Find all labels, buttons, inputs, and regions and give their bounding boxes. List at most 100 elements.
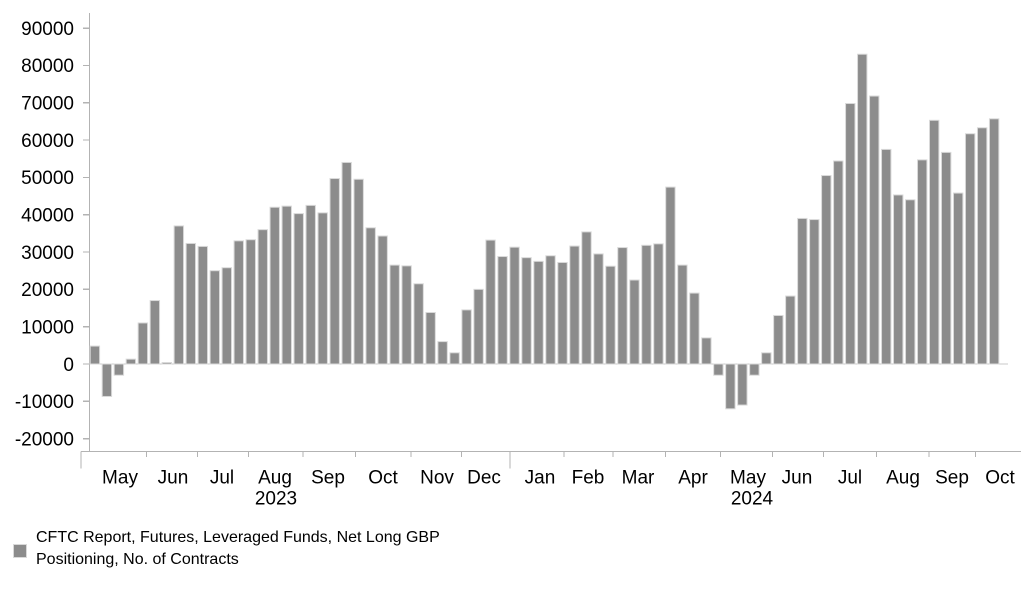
bar <box>821 175 832 365</box>
bar <box>149 300 161 365</box>
bar <box>617 247 628 365</box>
x-month-label: Jan <box>525 468 556 489</box>
y-tick-label: 50000 <box>21 168 74 189</box>
axes <box>81 13 1021 453</box>
bar <box>845 103 856 365</box>
legend-line2: Positioning, No. of Contracts <box>36 550 239 568</box>
bar <box>497 256 508 365</box>
bar <box>281 205 292 365</box>
bar <box>197 245 209 365</box>
bar <box>461 309 472 365</box>
x-month-label: Jun <box>158 468 189 489</box>
y-tick-label: 10000 <box>21 317 74 338</box>
bar <box>509 246 520 365</box>
x-month-label: Sep <box>935 468 969 489</box>
bar <box>665 186 676 365</box>
bar <box>449 352 460 365</box>
bar <box>521 257 532 365</box>
bar <box>365 227 376 365</box>
bar <box>689 292 700 365</box>
y-tick-label: 30000 <box>21 243 74 264</box>
x-month-label: Sep <box>311 468 345 489</box>
bar <box>533 260 544 365</box>
bar <box>269 206 280 365</box>
bar <box>353 178 364 365</box>
x-month-label: Aug <box>886 468 920 489</box>
bar <box>917 159 928 365</box>
bars-series <box>89 53 1000 410</box>
bar <box>773 314 784 365</box>
bar <box>545 255 556 365</box>
bar <box>569 245 580 365</box>
bar <box>101 363 113 397</box>
bar <box>857 53 868 365</box>
x-month-label: Jul <box>210 468 234 489</box>
x-month-label: Dec <box>467 468 501 489</box>
x-axis: May Jun Jul Aug Sep Oct Nov Dec Jan Feb Mar Apr May J… <box>80 451 1015 510</box>
bar <box>725 363 736 410</box>
bar <box>677 264 688 365</box>
bar <box>257 229 268 365</box>
y-tick-label: 0 <box>63 355 74 376</box>
bar <box>869 95 880 365</box>
bar <box>737 363 748 406</box>
bar <box>389 264 400 365</box>
x-month-label: Oct <box>368 468 398 489</box>
bar <box>952 192 964 365</box>
bar <box>221 267 232 365</box>
bar <box>413 283 424 365</box>
bar <box>905 199 916 365</box>
bar <box>317 212 328 365</box>
bar <box>377 235 388 365</box>
bar <box>881 148 892 365</box>
bar <box>988 118 1000 365</box>
bar <box>605 265 616 365</box>
y-tick-label: 70000 <box>21 94 74 115</box>
bar <box>341 161 352 365</box>
bar <box>329 178 340 365</box>
x-month-label: Apr <box>678 468 708 489</box>
bar <box>293 213 304 365</box>
bar <box>425 312 436 365</box>
bar <box>833 160 844 365</box>
bar <box>593 253 604 365</box>
y-tick-label: 60000 <box>21 131 74 152</box>
bar <box>641 244 652 365</box>
y-axis: 90000 80000 70000 60000 50000 40000 30000 20000… <box>15 19 90 450</box>
x-month-label: Jul <box>838 468 862 489</box>
bar <box>185 242 197 365</box>
bar <box>113 363 125 376</box>
y-tick-label: -10000 <box>15 392 74 413</box>
legend-line1: CFTC Report, Futures, Leveraged Funds, N… <box>36 529 440 546</box>
x-month-label: May <box>102 468 138 489</box>
bar <box>701 337 712 365</box>
x-month-label: Jun <box>782 468 813 489</box>
bar <box>653 243 664 365</box>
bar <box>437 341 448 365</box>
bar <box>893 194 904 365</box>
bar <box>629 279 640 365</box>
bar <box>940 151 952 365</box>
bar <box>209 270 221 365</box>
x-month-label: Mar <box>622 468 655 489</box>
bar <box>485 239 496 365</box>
bar <box>749 363 760 376</box>
bar <box>557 261 568 365</box>
bar <box>401 265 412 365</box>
x-year-label: 2023 <box>255 489 297 510</box>
x-month-label: Oct <box>985 468 1015 489</box>
x-year-label: 2024 <box>731 489 774 510</box>
bar <box>89 345 101 365</box>
bar <box>761 352 772 365</box>
y-tick-label: 20000 <box>21 280 74 301</box>
x-month-label: Feb <box>572 468 605 489</box>
bar <box>964 133 976 365</box>
bar <box>233 240 244 365</box>
bar <box>161 362 173 365</box>
bar <box>245 239 256 365</box>
y-tick-label: 40000 <box>21 206 74 227</box>
bar <box>137 322 149 365</box>
y-tick-label: 90000 <box>21 19 74 40</box>
bar <box>473 288 484 365</box>
